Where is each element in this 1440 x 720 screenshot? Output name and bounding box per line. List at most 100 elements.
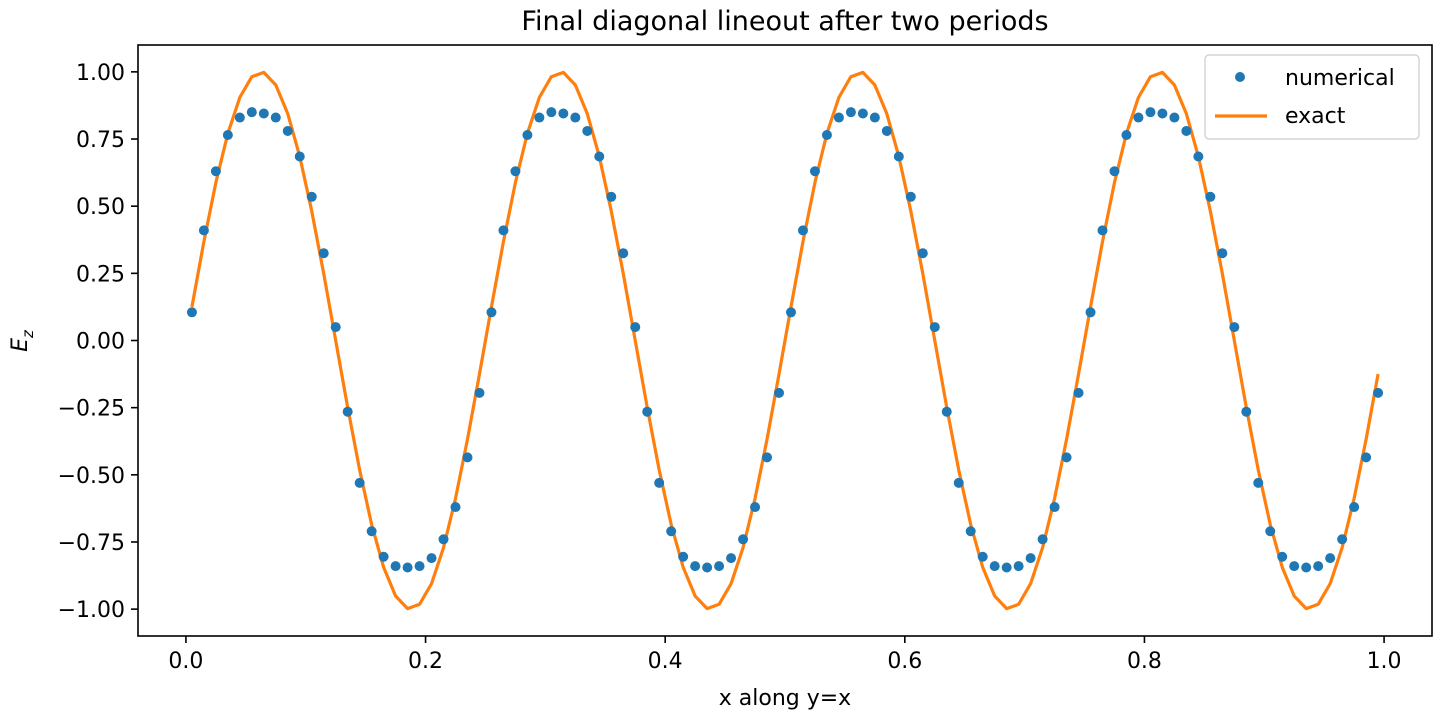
data-point-numerical bbox=[1001, 562, 1012, 573]
y-axis-label-subscript: z bbox=[19, 329, 37, 339]
x-tick-label: 0.4 bbox=[648, 649, 683, 674]
data-point-numerical bbox=[750, 502, 761, 513]
data-point-numerical bbox=[1313, 561, 1324, 572]
data-point-numerical bbox=[965, 526, 976, 537]
y-tick-label: 0.50 bbox=[76, 195, 125, 220]
data-point-numerical bbox=[498, 225, 509, 236]
data-point-numerical bbox=[402, 562, 413, 573]
data-point-numerical bbox=[1013, 561, 1024, 572]
data-point-numerical bbox=[917, 248, 928, 259]
x-axis-label: x along y=x bbox=[719, 686, 851, 711]
data-point-numerical bbox=[666, 526, 677, 537]
data-point-numerical bbox=[546, 107, 557, 118]
data-point-numerical bbox=[726, 553, 737, 564]
data-point-numerical bbox=[1157, 108, 1168, 119]
data-point-numerical bbox=[989, 561, 1000, 572]
data-point-numerical bbox=[941, 406, 952, 417]
data-point-numerical bbox=[1145, 107, 1156, 118]
data-point-numerical bbox=[594, 151, 605, 162]
data-point-numerical bbox=[1193, 151, 1204, 162]
data-point-numerical bbox=[1097, 225, 1108, 236]
data-point-numerical bbox=[354, 477, 365, 488]
data-point-numerical bbox=[1361, 452, 1372, 463]
data-point-numerical bbox=[438, 534, 449, 545]
y-tick-label: 0.25 bbox=[76, 262, 125, 287]
data-point-numerical bbox=[1229, 322, 1240, 333]
data-point-numerical bbox=[630, 322, 641, 333]
y-tick-label: −0.25 bbox=[58, 397, 125, 422]
y-axis-label: Ez bbox=[8, 329, 37, 352]
data-point-numerical bbox=[1205, 191, 1216, 202]
data-point-numerical bbox=[1061, 452, 1072, 463]
data-point-numerical bbox=[905, 191, 916, 202]
data-point-numerical bbox=[558, 108, 569, 119]
data-point-numerical bbox=[642, 406, 653, 417]
data-point-numerical bbox=[318, 248, 329, 259]
data-point-numerical bbox=[366, 526, 377, 537]
data-point-numerical bbox=[246, 107, 257, 118]
data-point-numerical bbox=[1073, 387, 1084, 398]
data-point-numerical bbox=[690, 561, 701, 572]
data-point-numerical bbox=[714, 561, 725, 572]
data-point-numerical bbox=[1133, 112, 1144, 123]
data-point-numerical bbox=[797, 225, 808, 236]
y-tick-label: 0.75 bbox=[76, 128, 125, 153]
data-point-numerical bbox=[1169, 112, 1180, 123]
data-point-numerical bbox=[774, 387, 785, 398]
data-point-numerical bbox=[618, 248, 629, 259]
y-tick-label: 1.00 bbox=[76, 61, 125, 86]
data-point-numerical bbox=[881, 125, 892, 136]
data-point-numerical bbox=[1181, 125, 1192, 136]
legend: numerical exact bbox=[1204, 54, 1420, 140]
data-point-numerical bbox=[1277, 551, 1288, 562]
series-line-exact bbox=[190, 70, 1380, 611]
data-point-numerical bbox=[1325, 553, 1336, 564]
data-point-numerical bbox=[1049, 502, 1060, 513]
data-point-numerical bbox=[270, 112, 281, 123]
data-point-numerical bbox=[570, 112, 581, 123]
data-point-numerical bbox=[654, 477, 665, 488]
data-point-numerical bbox=[234, 112, 245, 123]
data-point-numerical bbox=[977, 551, 988, 562]
data-point-numerical bbox=[953, 477, 964, 488]
y-tick-label: −0.50 bbox=[58, 464, 125, 489]
data-point-numerical bbox=[845, 107, 856, 118]
data-point-numerical bbox=[198, 225, 209, 236]
data-point-numerical bbox=[606, 191, 617, 202]
x-axis-ticks: 0.0 0.2 0.4 0.6 0.8 1.0 bbox=[168, 636, 1402, 674]
data-point-numerical bbox=[1349, 502, 1360, 513]
chart-title: Final diagonal lineout after two periods bbox=[521, 6, 1048, 37]
data-point-numerical bbox=[1337, 534, 1348, 545]
legend-label-numerical: numerical bbox=[1285, 66, 1395, 91]
data-point-numerical bbox=[785, 307, 796, 318]
plot-area bbox=[186, 70, 1384, 611]
y-axis-ticks: 1.00 0.75 0.50 0.25 0.00 −0.25 −0.50 −0.75 −1.00 bbox=[58, 61, 138, 623]
data-point-numerical bbox=[474, 387, 485, 398]
legend-box bbox=[1204, 54, 1420, 140]
data-point-numerical bbox=[1085, 307, 1096, 318]
data-point-numerical bbox=[1301, 562, 1312, 573]
data-point-numerical bbox=[1253, 477, 1264, 488]
data-point-numerical bbox=[821, 129, 832, 140]
data-point-numerical bbox=[294, 151, 305, 162]
data-point-numerical bbox=[522, 129, 533, 140]
data-point-numerical bbox=[869, 112, 880, 123]
data-point-numerical bbox=[857, 108, 868, 119]
x-tick-label: 0.8 bbox=[1127, 649, 1162, 674]
data-point-numerical bbox=[1241, 406, 1252, 417]
data-point-numerical bbox=[282, 125, 293, 136]
data-point-numerical bbox=[390, 561, 401, 572]
data-point-numerical bbox=[342, 406, 353, 417]
data-point-numerical bbox=[306, 191, 317, 202]
data-point-numerical bbox=[1265, 526, 1276, 537]
data-point-numerical bbox=[486, 307, 497, 318]
data-point-numerical bbox=[210, 166, 221, 177]
y-axis-label-base: E bbox=[8, 338, 33, 352]
data-point-numerical bbox=[1373, 387, 1384, 398]
data-point-numerical bbox=[450, 502, 461, 513]
x-tick-label: 0.0 bbox=[168, 649, 203, 674]
data-point-numerical bbox=[893, 151, 904, 162]
data-point-numerical bbox=[414, 561, 425, 572]
